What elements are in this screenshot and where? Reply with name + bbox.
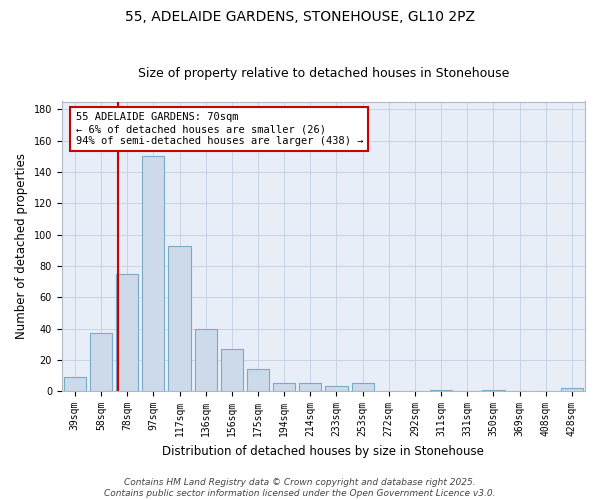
Bar xyxy=(299,384,322,391)
Text: 55 ADELAIDE GARDENS: 70sqm
← 6% of detached houses are smaller (26)
94% of semi-: 55 ADELAIDE GARDENS: 70sqm ← 6% of detac… xyxy=(76,112,363,146)
Title: Size of property relative to detached houses in Stonehouse: Size of property relative to detached ho… xyxy=(138,66,509,80)
Bar xyxy=(325,386,347,391)
Bar xyxy=(561,388,583,391)
Text: Contains HM Land Registry data © Crown copyright and database right 2025.
Contai: Contains HM Land Registry data © Crown c… xyxy=(104,478,496,498)
Bar xyxy=(482,390,505,391)
Bar xyxy=(221,349,243,391)
Bar xyxy=(169,246,191,391)
Bar xyxy=(352,384,374,391)
Y-axis label: Number of detached properties: Number of detached properties xyxy=(15,154,28,340)
Bar xyxy=(90,334,112,391)
X-axis label: Distribution of detached houses by size in Stonehouse: Distribution of detached houses by size … xyxy=(163,444,484,458)
Bar xyxy=(142,156,164,391)
Bar xyxy=(247,370,269,391)
Bar xyxy=(116,274,138,391)
Bar xyxy=(273,384,295,391)
Bar xyxy=(194,328,217,391)
Bar xyxy=(64,377,86,391)
Bar xyxy=(430,390,452,391)
Text: 55, ADELAIDE GARDENS, STONEHOUSE, GL10 2PZ: 55, ADELAIDE GARDENS, STONEHOUSE, GL10 2… xyxy=(125,10,475,24)
